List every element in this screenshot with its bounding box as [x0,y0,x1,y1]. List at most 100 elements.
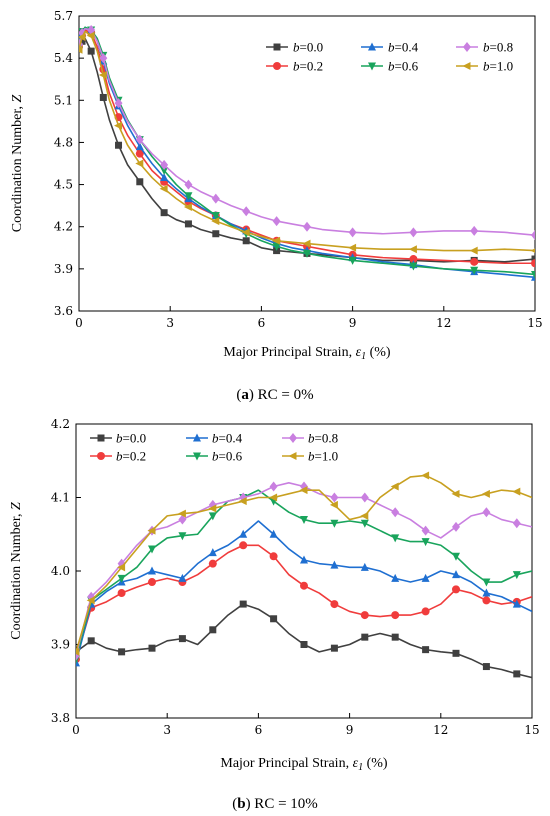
legend: b=0.0 b=0.2 b=0.4 b=0.6 b=0.8 b=1.0 [266,40,513,74]
legend-item: b=1.0 [456,59,513,74]
legend-item: b=0.4 [186,431,243,446]
legend-item: b=0.8 [456,40,513,55]
legend-label: b=0.4 [212,431,243,446]
data-point [360,511,369,520]
series-line [79,30,535,252]
data-point [98,71,107,79]
data-point [114,98,123,109]
data-point [330,600,339,609]
data-point [117,574,126,583]
legend-item: b=0.8 [282,431,338,446]
legend-label: b=1.0 [483,59,513,74]
data-point [115,141,123,149]
data-point [512,571,521,580]
data-point [272,236,281,245]
x-tick-label: 15 [527,316,542,330]
data-point [481,489,490,498]
data-point [512,487,521,496]
data-point [482,596,491,605]
data-point [209,626,217,634]
data-point [360,492,369,503]
data-point [118,648,126,656]
legend-marker [193,452,201,461]
data-point [270,615,278,623]
data-point [330,560,339,569]
series-line [79,37,535,263]
y-axis-label: Coordination Number, Z [9,502,24,640]
legend-label: b=0.4 [388,40,419,55]
data-point [117,563,126,572]
legend-label: b=1.0 [308,449,338,464]
legend-item: b=0.2 [266,59,323,74]
legend-item: b=0.2 [90,449,146,464]
x-tick-label: 9 [346,723,354,737]
data-point [302,239,311,248]
legend-marker [97,434,105,442]
data-point [409,227,418,238]
data-point [409,262,418,271]
data-point [470,257,479,266]
data-point [482,663,490,671]
x-tick-label: 0 [72,723,80,737]
data-point [391,611,400,620]
data-point [300,516,308,525]
y-tick-label: 3.8 [51,711,70,725]
legend-label: b=0.2 [116,449,146,464]
data-point [184,192,193,201]
data-point [330,492,339,503]
data-point [452,585,460,594]
data-point [135,159,144,168]
data-point [86,596,95,605]
data-point [269,493,278,502]
data-point [242,237,250,245]
legend-label: b=0.2 [293,59,323,74]
data-point [183,203,192,212]
data-point [87,637,95,645]
legend-marker [288,452,297,460]
data-point [79,33,86,42]
data-point [160,209,168,217]
series-line [76,481,532,656]
data-point [178,635,186,643]
data-point [269,481,278,492]
data-point [79,37,86,45]
chart-caption: (a) RC = 0% [236,387,313,403]
data-point [239,541,248,550]
y-tick-label: 3.9 [54,262,73,276]
data-point [99,93,107,101]
data-point [329,500,338,509]
legend-marker [273,43,281,51]
legend-marker [368,62,376,71]
data-point [512,518,521,529]
plot-area [79,25,535,281]
series-b-1-0 [79,30,535,255]
x-axis-label: Major Principal Strain, ε1 (%) [220,756,388,773]
legend-marker [97,452,105,460]
data-point [390,482,399,491]
data-point [272,216,281,227]
legend-marker [289,433,297,443]
chart-caption: (b) RC = 10% [232,796,318,812]
data-point [452,552,460,561]
data-point [269,552,278,561]
data-point [482,578,491,587]
legend-label: b=0.0 [293,40,323,55]
data-point [147,526,156,535]
x-axis-label: Major Principal Strain, ε1 (%) [223,345,391,362]
data-point [303,249,311,258]
series-line [76,603,532,679]
data-point [79,45,83,54]
data-point [512,599,521,608]
series-b-1-0 [76,471,532,656]
plot-area [76,471,532,679]
data-point [451,489,460,498]
x-tick-label: 3 [166,316,174,330]
data-point [408,245,417,254]
chart-a: 0 3 6 9 12 153.63.94.24.54.85.15.45.7b=0.0b=0… [10,9,543,403]
chart-b: 0 3 6 9 12 153.83.94.04.14.2b=0.0b=0.2b=0.4b=… [9,417,540,812]
legend-marker [368,42,376,51]
data-point [531,259,535,268]
x-tick-label: 12 [433,723,448,737]
legend-label: b=0.8 [483,40,513,55]
data-point [470,225,479,236]
